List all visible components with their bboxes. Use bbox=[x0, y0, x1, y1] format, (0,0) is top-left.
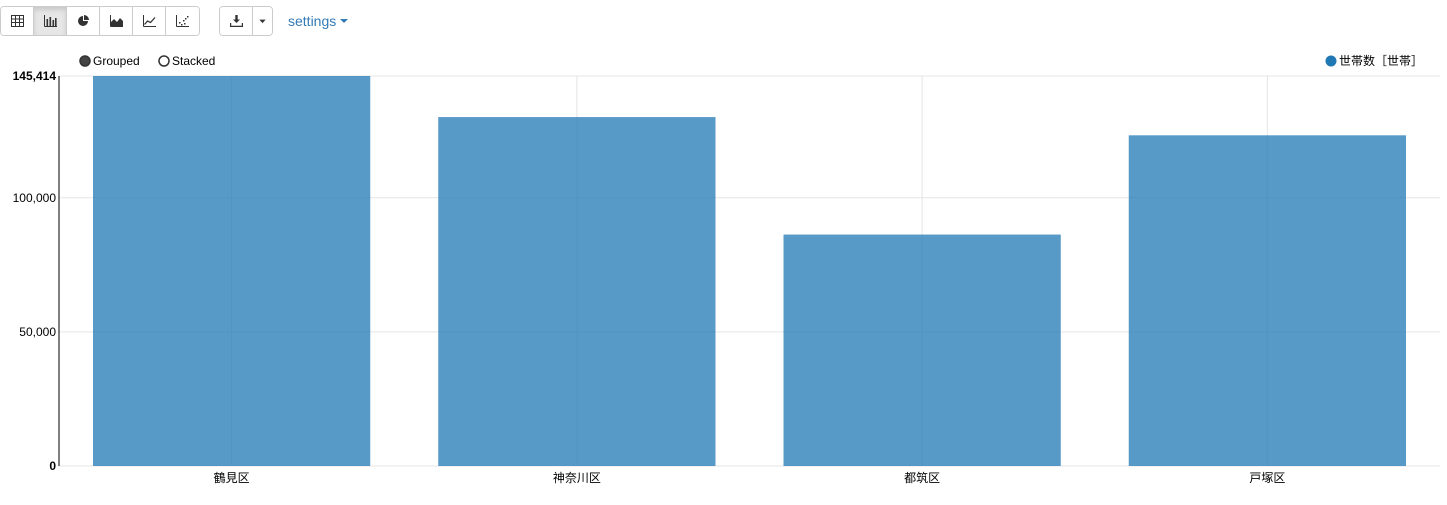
grouped-radio[interactable]: Grouped bbox=[79, 54, 140, 68]
caret-down-icon bbox=[259, 19, 266, 24]
bar bbox=[1128, 135, 1406, 466]
table-icon bbox=[10, 15, 24, 27]
grouped-label: Grouped bbox=[93, 54, 140, 68]
area-chart-view-button[interactable] bbox=[100, 7, 133, 35]
download-icon bbox=[229, 15, 243, 27]
scatter-chart-icon bbox=[176, 15, 189, 27]
settings-label: settings bbox=[288, 13, 337, 29]
x-tick-label: 鶴見区 bbox=[214, 470, 250, 485]
legend-swatch-icon bbox=[1325, 55, 1337, 67]
legend-label: 世帯数［世帯］ bbox=[1339, 53, 1423, 68]
bar bbox=[783, 234, 1061, 466]
line-chart-icon bbox=[142, 15, 156, 27]
bar bbox=[438, 117, 716, 466]
line-chart-view-button[interactable] bbox=[133, 7, 166, 35]
ticks-layer: 0 50,000 100,000 145,414 鶴見区 神奈川区 都筑区 戸塚区 bbox=[13, 69, 1286, 485]
toolbar: settings bbox=[0, 6, 349, 36]
y-tick-label: 145,414 bbox=[13, 69, 57, 83]
pie-chart-icon bbox=[77, 15, 89, 26]
stacked-label: Stacked bbox=[172, 54, 215, 68]
y-tick-label: 50,000 bbox=[19, 325, 56, 339]
x-tick-label: 戸塚区 bbox=[1249, 471, 1285, 485]
bars-layer bbox=[93, 76, 1406, 466]
settings-dropdown[interactable]: settings bbox=[288, 13, 349, 29]
pie-chart-view-button[interactable] bbox=[67, 7, 100, 35]
view-mode-group bbox=[0, 6, 200, 36]
grouped-radio-icon bbox=[79, 55, 91, 67]
table-view-button[interactable] bbox=[1, 7, 34, 35]
scatter-chart-view-button[interactable] bbox=[166, 7, 199, 35]
y-tick-label: 0 bbox=[49, 459, 56, 473]
y-tick-label: 100,000 bbox=[13, 191, 57, 205]
bar-chart-view-button[interactable] bbox=[34, 7, 67, 35]
download-group bbox=[219, 6, 273, 36]
stacked-radio-icon bbox=[158, 55, 170, 67]
download-dropdown-button[interactable] bbox=[253, 7, 272, 35]
x-tick-label: 神奈川区 bbox=[553, 471, 601, 485]
area-chart-icon bbox=[109, 15, 123, 27]
stacked-radio[interactable]: Stacked bbox=[158, 54, 215, 68]
bar bbox=[93, 76, 371, 466]
bar-chart-icon bbox=[43, 15, 57, 27]
x-tick-label: 都筑区 bbox=[904, 470, 940, 485]
chevron-down-icon bbox=[340, 19, 349, 23]
legend-item[interactable]: 世帯数［世帯］ bbox=[1325, 53, 1424, 68]
download-button[interactable] bbox=[220, 7, 253, 35]
